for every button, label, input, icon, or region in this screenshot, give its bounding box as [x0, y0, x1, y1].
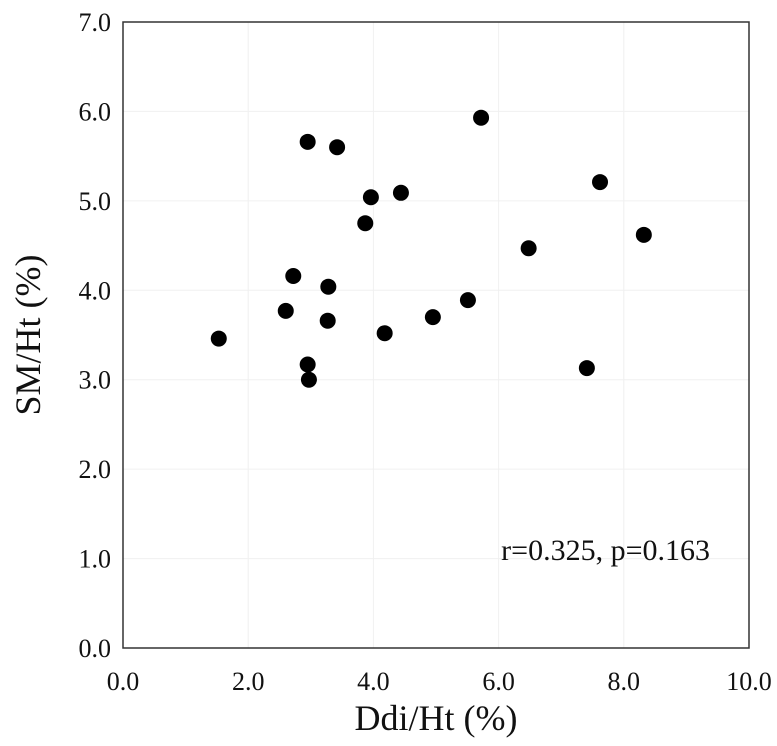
x-tick-label: 4.0 — [357, 667, 390, 696]
data-point — [210, 330, 227, 347]
data-point — [392, 184, 409, 201]
x-tick-label: 6.0 — [482, 667, 515, 696]
y-tick-label: 2.0 — [79, 455, 112, 484]
x-tick-label: 0.0 — [107, 667, 140, 696]
y-tick-label: 4.0 — [79, 276, 112, 305]
correlation-annotation: r=0.325, p=0.163 — [501, 534, 710, 567]
y-tick-label: 3.0 — [79, 366, 112, 395]
data-point — [299, 133, 316, 150]
data-point — [285, 267, 302, 284]
x-axis-title: Ddi/Ht (%) — [355, 698, 518, 738]
y-tick-label: 7.0 — [79, 8, 112, 37]
y-tick-label: 0.0 — [79, 634, 112, 663]
data-point — [320, 278, 337, 295]
data-point — [424, 309, 441, 326]
x-tick-labels: 0.0 2.0 4.0 6.0 8.0 10.0 — [107, 667, 772, 696]
y-tick-labels: 0.0 1.0 2.0 3.0 4.0 5.0 6.0 7.0 — [79, 8, 112, 663]
data-point — [329, 139, 346, 156]
y-axis-title: SM/Ht (%) — [8, 255, 48, 416]
data-point — [357, 215, 374, 232]
x-tick-label: 10.0 — [726, 667, 772, 696]
gridlines — [123, 22, 749, 648]
y-tick-label: 5.0 — [79, 187, 112, 216]
data-point — [319, 312, 336, 329]
data-point — [299, 356, 316, 373]
data-point — [520, 240, 537, 257]
data-point — [362, 189, 379, 206]
data-point — [376, 325, 393, 342]
plot-area-frame — [122, 21, 750, 649]
x-tick-label: 8.0 — [608, 667, 641, 696]
data-point — [635, 226, 652, 243]
data-point — [578, 360, 595, 377]
data-point — [459, 292, 476, 309]
data-point — [300, 371, 317, 388]
data-point — [592, 174, 609, 191]
data-point — [473, 109, 490, 126]
y-tick-label: 1.0 — [79, 545, 112, 574]
x-tick-label: 2.0 — [232, 667, 265, 696]
data-point — [277, 302, 294, 319]
data-points — [210, 109, 652, 388]
y-tick-label: 6.0 — [79, 97, 112, 126]
